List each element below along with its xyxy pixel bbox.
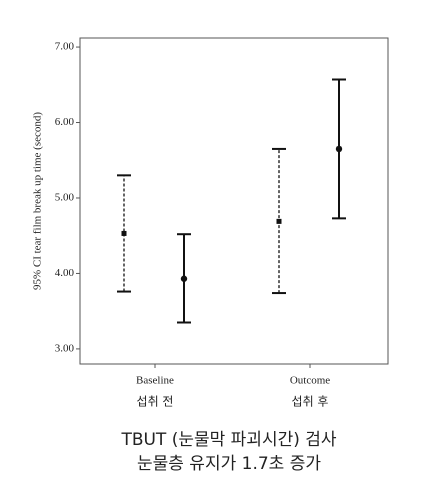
mean-marker [335,145,343,153]
y-tick-label: 6.00 [55,116,75,128]
mean-marker [180,275,188,282]
mean-marker [276,218,282,224]
x-tick-label: Baseline [136,375,174,387]
y-tick-label: 7.00 [55,41,75,53]
mean-marker [121,230,127,236]
x-sublabel: 섭취 전 [137,395,174,409]
y-tick-label: 3.00 [55,342,75,354]
caption-line: 눈물층 유지가 1.7초 증가 [137,454,321,474]
y-tick-label: 4.00 [55,267,75,279]
x-sublabel: 섭취 후 [292,395,329,409]
x-tick-label: Outcome [290,375,330,387]
plot-frame [79,37,389,365]
y-axis-label: 95% CI tear film break up time (second) [32,112,44,290]
y-tick-label: 5.00 [55,192,75,204]
caption-line: TBUT (눈물막 파괴시간) 검사 [120,430,336,450]
